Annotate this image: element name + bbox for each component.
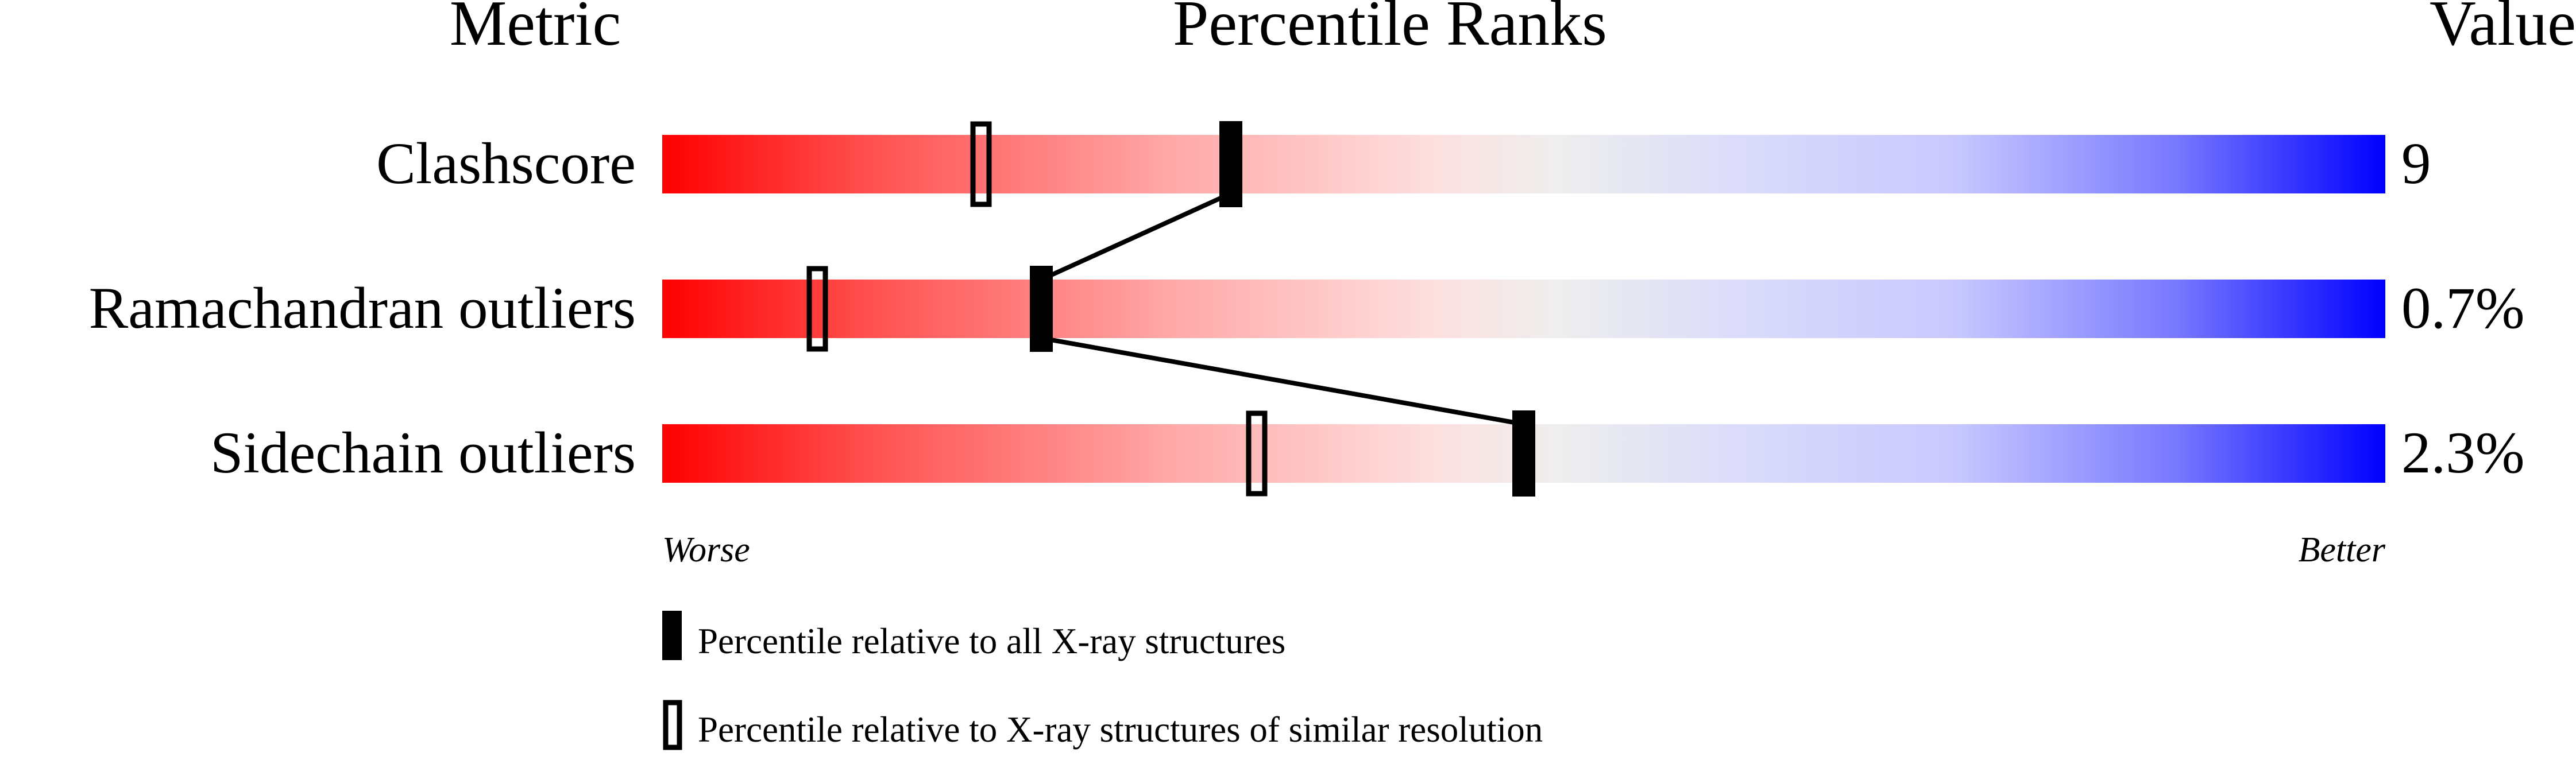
similar-resolution-marker: [1246, 410, 1268, 497]
worse-label: Worse: [662, 530, 750, 569]
percentile-bar: [662, 135, 2385, 193]
chart-title: Percentile Ranks: [1173, 0, 1607, 59]
value-header: Value: [2430, 0, 2576, 59]
legend-filled-label: Percentile relative to all X-ray structu…: [698, 621, 1285, 661]
legend-hollow-marker: [663, 700, 682, 750]
metric-label: Clashscore: [376, 131, 636, 196]
similar-resolution-marker: [806, 266, 828, 352]
legend-filled-marker: [662, 611, 682, 660]
metric-value: 9: [2401, 131, 2431, 196]
better-label: Better: [2299, 530, 2386, 569]
connector-line: [1041, 336, 1524, 426]
metric-value: 0.7%: [2401, 276, 2525, 341]
metric-label: Ramachandran outliers: [89, 276, 636, 341]
similar-resolution-marker: [970, 121, 992, 207]
all-structures-marker: [1219, 121, 1242, 207]
metric-header: Metric: [450, 0, 621, 59]
all-structures-marker: [1512, 410, 1535, 497]
all-structures-marker: [1030, 266, 1053, 352]
connector-line: [1040, 191, 1232, 282]
metric-value: 2.3%: [2401, 420, 2525, 486]
legend-hollow-label: Percentile relative to X-ray structures …: [698, 709, 1543, 750]
metric-label: Sidechain outliers: [210, 420, 636, 486]
percentile-bar: [662, 280, 2385, 338]
